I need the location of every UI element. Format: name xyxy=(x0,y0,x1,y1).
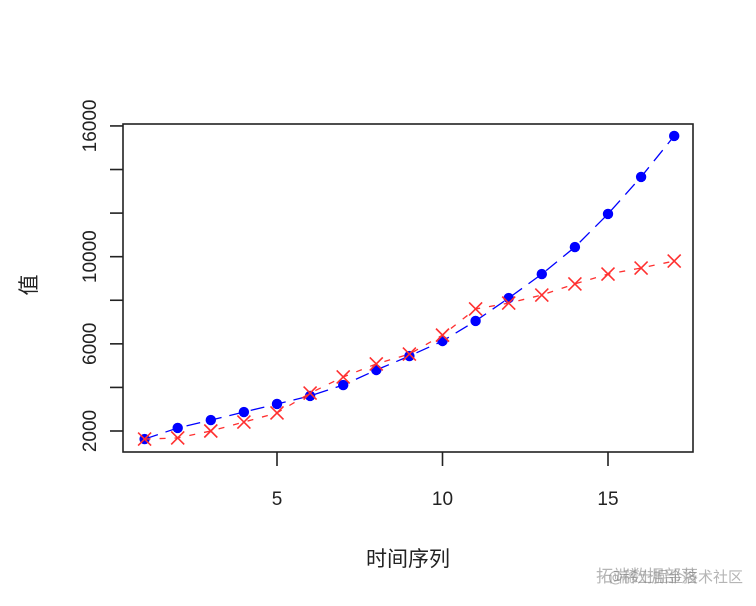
data-point xyxy=(304,390,316,402)
data-point xyxy=(437,335,448,347)
y-tick-label: 6000 xyxy=(80,323,101,365)
data-point xyxy=(236,415,251,430)
data-point xyxy=(501,296,516,311)
data-point xyxy=(600,267,616,282)
y-tick-label: 10000 xyxy=(80,230,101,283)
series-line xyxy=(144,135,675,440)
data-point xyxy=(271,398,283,410)
data-point xyxy=(170,430,185,446)
series-red-crosses xyxy=(137,253,682,447)
y-tick-label: 2000 xyxy=(80,410,101,452)
data-point xyxy=(205,414,216,426)
data-point xyxy=(669,130,680,142)
data-point xyxy=(567,276,582,291)
data-point xyxy=(435,328,450,343)
data-point xyxy=(172,422,183,434)
data-point xyxy=(137,431,152,447)
data-point xyxy=(635,171,647,183)
x-tick-label: 10 xyxy=(432,489,453,510)
plot-box xyxy=(122,123,694,453)
data-point xyxy=(269,405,285,420)
data-point xyxy=(634,260,649,276)
x-axis: 5 10 15 xyxy=(272,452,619,510)
data-point xyxy=(336,369,351,385)
data-point xyxy=(404,350,415,362)
series-layer xyxy=(137,130,682,447)
data-point xyxy=(303,386,318,401)
data-point xyxy=(667,253,682,269)
data-point xyxy=(371,364,382,376)
y-axis-title: 值 xyxy=(17,275,41,296)
series-blue-points xyxy=(139,130,680,445)
data-point xyxy=(402,347,417,362)
data-point xyxy=(470,315,481,327)
x-tick-label: 5 xyxy=(272,489,283,510)
data-point xyxy=(468,301,483,317)
data-point xyxy=(602,208,614,220)
data-point xyxy=(569,241,581,253)
data-point xyxy=(369,356,384,371)
data-point xyxy=(338,379,349,391)
x-tick-label: 15 xyxy=(597,489,618,510)
x-axis-title: 时间序列 xyxy=(366,547,450,571)
data-point xyxy=(536,268,547,280)
y-tick-label: 16000 xyxy=(80,100,101,153)
series-line xyxy=(144,260,675,440)
data-point xyxy=(238,406,250,418)
data-point xyxy=(203,423,218,439)
y-axis: 2000 6000 10000 16000 xyxy=(80,100,123,452)
data-point xyxy=(503,292,514,304)
data-point xyxy=(534,287,549,303)
